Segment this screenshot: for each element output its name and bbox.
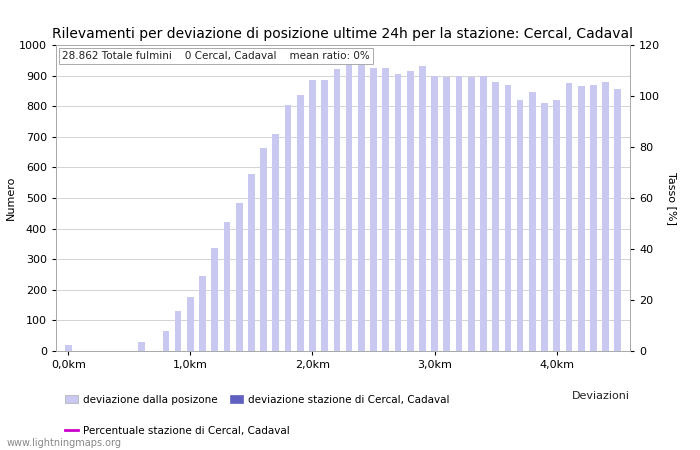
Bar [346, 57, 353, 351]
Bar [309, 80, 316, 351]
Bar [419, 67, 426, 351]
Bar [578, 86, 584, 351]
Bar [554, 100, 560, 351]
Bar [615, 90, 621, 351]
Bar [517, 100, 524, 351]
Bar [382, 68, 389, 351]
Bar [333, 69, 340, 351]
Bar [138, 342, 145, 351]
Bar [297, 95, 304, 351]
Legend: Percentuale stazione di Cercal, Cadaval: Percentuale stazione di Cercal, Cadaval [61, 422, 294, 440]
Bar [187, 297, 194, 351]
Bar [468, 77, 475, 351]
Bar [248, 174, 255, 351]
Bar [431, 76, 438, 351]
Y-axis label: Tasso [%]: Tasso [%] [667, 171, 677, 225]
Text: 28.862 Totale fulmini    0 Cercal, Cadaval    mean ratio: 0%: 28.862 Totale fulmini 0 Cercal, Cadaval … [62, 51, 370, 61]
Bar [529, 92, 536, 351]
Bar [175, 311, 181, 351]
Bar [285, 105, 291, 351]
Title: Rilevamenti per deviazione di posizione ultime 24h per la stazione: Cercal, Cada: Rilevamenti per deviazione di posizione … [52, 27, 634, 41]
Bar [480, 76, 486, 351]
Bar [590, 85, 596, 351]
Bar [272, 134, 279, 351]
Bar [321, 80, 328, 351]
Text: Deviazioni: Deviazioni [572, 391, 630, 401]
Bar [444, 77, 450, 351]
Legend: deviazione dalla posizone, deviazione stazione di Cercal, Cadaval: deviazione dalla posizone, deviazione st… [61, 391, 454, 409]
Bar [260, 148, 267, 351]
Bar [566, 83, 573, 351]
Bar [236, 202, 242, 351]
Bar [407, 71, 414, 351]
Bar [370, 68, 377, 351]
Bar [358, 63, 365, 351]
Bar [505, 85, 511, 351]
Text: www.lightningmaps.org: www.lightningmaps.org [7, 438, 122, 448]
Bar [602, 82, 609, 351]
Bar [492, 82, 499, 351]
Bar [456, 76, 463, 351]
Bar [211, 248, 218, 351]
Bar [162, 331, 169, 351]
Bar [223, 222, 230, 351]
Bar [199, 276, 206, 351]
Y-axis label: Numero: Numero [6, 176, 16, 220]
Bar [541, 103, 548, 351]
Bar [395, 74, 401, 351]
Bar [65, 345, 71, 351]
